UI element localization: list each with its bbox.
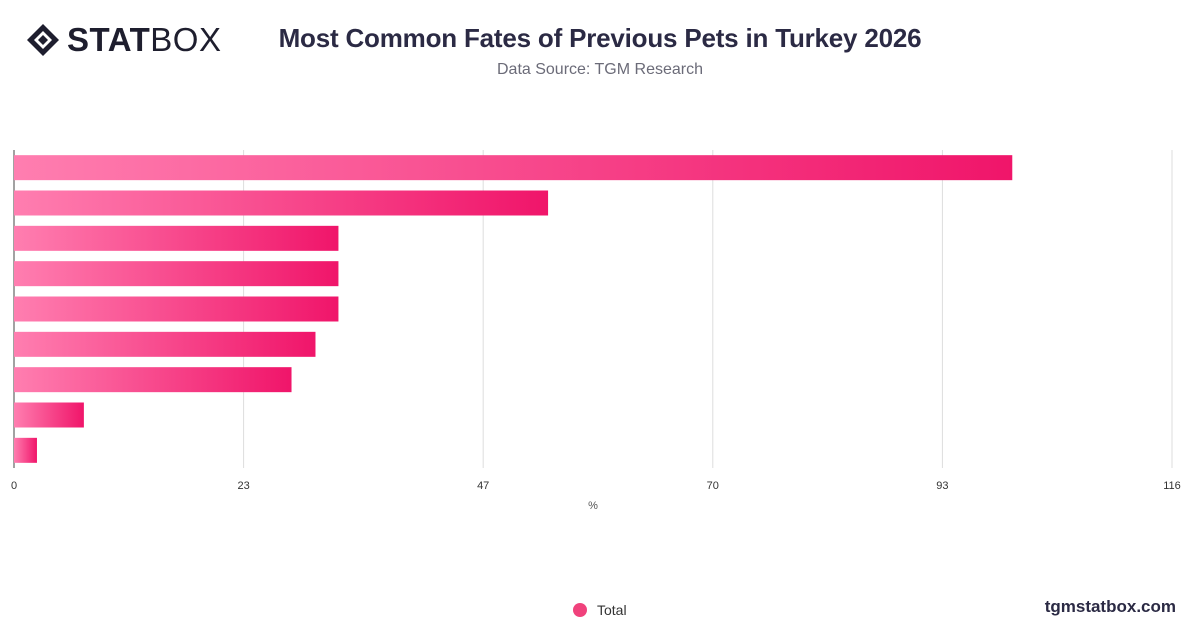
bar: [14, 331, 316, 357]
chart-title: Most Common Fates of Previous Pets in Tu…: [278, 23, 922, 53]
brand-name-light: BOX: [150, 21, 222, 58]
x-tick-label: 23: [237, 480, 249, 492]
bar: [14, 296, 339, 322]
legend-marker: [573, 603, 587, 617]
x-tick-label: 93: [936, 480, 948, 492]
diamond-logo-icon: [27, 24, 59, 56]
x-tick-label: 47: [477, 480, 489, 492]
x-tick-label: 116: [1163, 480, 1181, 492]
bar: [14, 402, 84, 428]
bar: [14, 190, 549, 216]
brand-wordmark: STATBOX: [67, 22, 221, 58]
brand-logo: STATBOX: [25, 22, 221, 58]
chart-legend[interactable]: Total: [573, 602, 627, 618]
x-tick-label: 0: [11, 480, 17, 492]
x-axis-label: %: [588, 500, 598, 512]
bar: [14, 261, 339, 287]
x-tick-label: 70: [707, 480, 719, 492]
legend-label: Total: [597, 602, 627, 618]
bar: [14, 367, 292, 393]
footer-website[interactable]: tgmstatbox.com: [1044, 597, 1176, 616]
brand-name-bold: STAT: [67, 21, 151, 58]
bar: [14, 225, 339, 251]
bar: [14, 437, 37, 463]
bar: [14, 155, 1013, 181]
chart-subtitle: Data Source: TGM Research: [496, 61, 703, 78]
